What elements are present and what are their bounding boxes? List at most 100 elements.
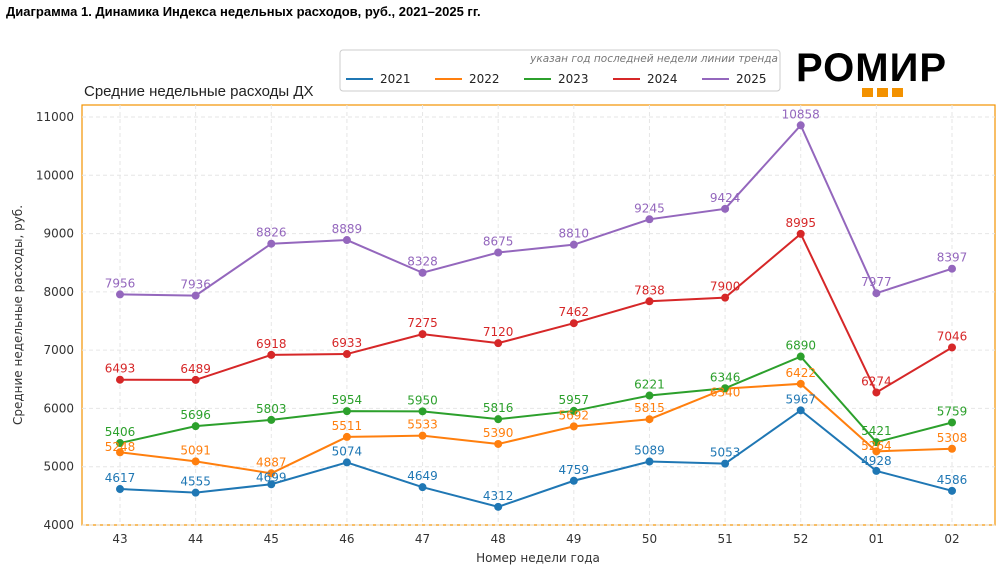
data-point-2024 [267,350,276,359]
data-label-2023: 6221 [634,378,665,392]
series-line-2021 [119,409,953,508]
legend-box [339,49,781,92]
logo-square [862,88,873,97]
romir-logo: РОМИР [796,48,971,100]
data-point-2024 [342,350,351,359]
plot-frame [81,104,996,526]
data-point-2025 [494,248,503,257]
data-label-2021: 5053 [710,446,741,460]
data-label-2024: 7275 [407,316,438,330]
logo-square [877,88,888,97]
data-label-2023: 5406 [105,425,136,439]
data-point-2025 [948,264,956,273]
data-label-2021: 4759 [559,463,590,477]
data-point-2021 [645,457,654,466]
data-point-2025 [267,239,276,248]
data-point-2025 [569,240,578,249]
data-label-2022: 4887 [256,455,287,469]
data-point-2024 [645,297,654,306]
series-line-2024 [119,232,953,394]
series-line-2022 [119,382,953,475]
data-point-2023 [645,391,654,400]
x-tick-label: 47 [415,532,430,546]
data-label-2022: 6340 [710,385,741,399]
data-point-2022 [645,415,654,424]
data-point-2025 [191,291,200,300]
data-point-2021 [796,406,805,415]
data-label-2021: 5089 [634,444,665,458]
data-point-2021 [418,483,427,492]
data-label-2024: 7838 [634,283,665,297]
data-label-2023: 5421 [861,424,892,438]
data-label-2021: 4699 [256,470,287,484]
x-tick-label: 49 [566,532,581,546]
data-point-2025 [872,289,881,298]
data-label-2023: 5954 [332,393,363,407]
data-label-2023: 5816 [483,401,514,415]
data-point-2022 [267,469,276,478]
data-point-2024 [721,293,730,302]
data-point-2021 [116,485,124,494]
logo-square [892,88,903,97]
data-point-2021 [948,486,956,495]
data-label-2024: 7046 [937,329,968,343]
figure-caption: Диаграмма 1. Динамика Индекса недельных … [6,4,481,19]
data-label-2023: 5759 [937,404,968,418]
x-tick-label: 46 [339,532,354,546]
data-point-2024 [948,343,956,352]
data-label-2024: 6933 [332,336,363,350]
data-point-2023 [494,415,503,424]
data-point-2021 [872,466,881,475]
data-point-2024 [872,388,881,397]
y-tick-label: 5000 [43,460,74,474]
data-point-2023 [569,406,578,415]
data-point-2023 [267,415,276,424]
y-tick-label: 9000 [43,227,74,241]
data-label-2025: 7936 [180,278,211,292]
data-point-2022 [342,432,351,441]
data-label-2021: 4617 [105,471,136,485]
data-point-2025 [116,290,124,299]
data-label-2024: 8995 [785,216,816,230]
data-label-2022: 5692 [559,408,590,422]
data-label-2022: 5264 [861,439,892,453]
legend-label: 2024 [647,72,678,86]
x-tick-label: 50 [642,532,657,546]
data-point-2025 [418,268,427,277]
data-point-2025 [721,204,730,213]
data-label-2025: 8397 [937,251,968,265]
x-tick-label: 43 [112,532,127,546]
data-point-2023 [418,407,427,416]
data-label-2025: 9245 [634,201,665,215]
data-label-2025: 7977 [861,275,892,289]
data-label-2021: 4928 [861,454,892,468]
data-label-2023: 5696 [180,408,211,422]
y-tick-label: 8000 [43,285,74,299]
series-line-2023 [119,355,953,445]
legend-label: 2025 [736,72,767,86]
data-label-2025: 8810 [559,227,590,241]
data-point-2024 [569,319,578,328]
data-point-2024 [418,330,427,339]
legend-label: 2021 [380,72,411,86]
data-label-2022: 5815 [634,401,665,415]
data-point-2023 [948,418,956,427]
data-label-2024: 6274 [861,374,892,388]
data-point-2021 [342,458,351,467]
data-point-2023 [116,439,124,448]
data-label-2025: 8675 [483,235,514,249]
x-axis-label: Номер недели года [476,551,600,565]
x-tick-label: 02 [944,532,959,546]
data-label-2022: 5390 [483,426,514,440]
data-point-2021 [191,488,200,497]
data-point-2022 [872,447,881,456]
data-point-2022 [796,379,805,388]
data-point-2024 [116,375,124,384]
data-point-2022 [494,439,503,448]
data-label-2022: 5248 [105,440,136,454]
data-point-2021 [721,459,730,468]
data-label-2024: 6493 [105,362,136,376]
data-point-2025 [645,215,654,224]
data-label-2025: 8328 [407,255,438,269]
